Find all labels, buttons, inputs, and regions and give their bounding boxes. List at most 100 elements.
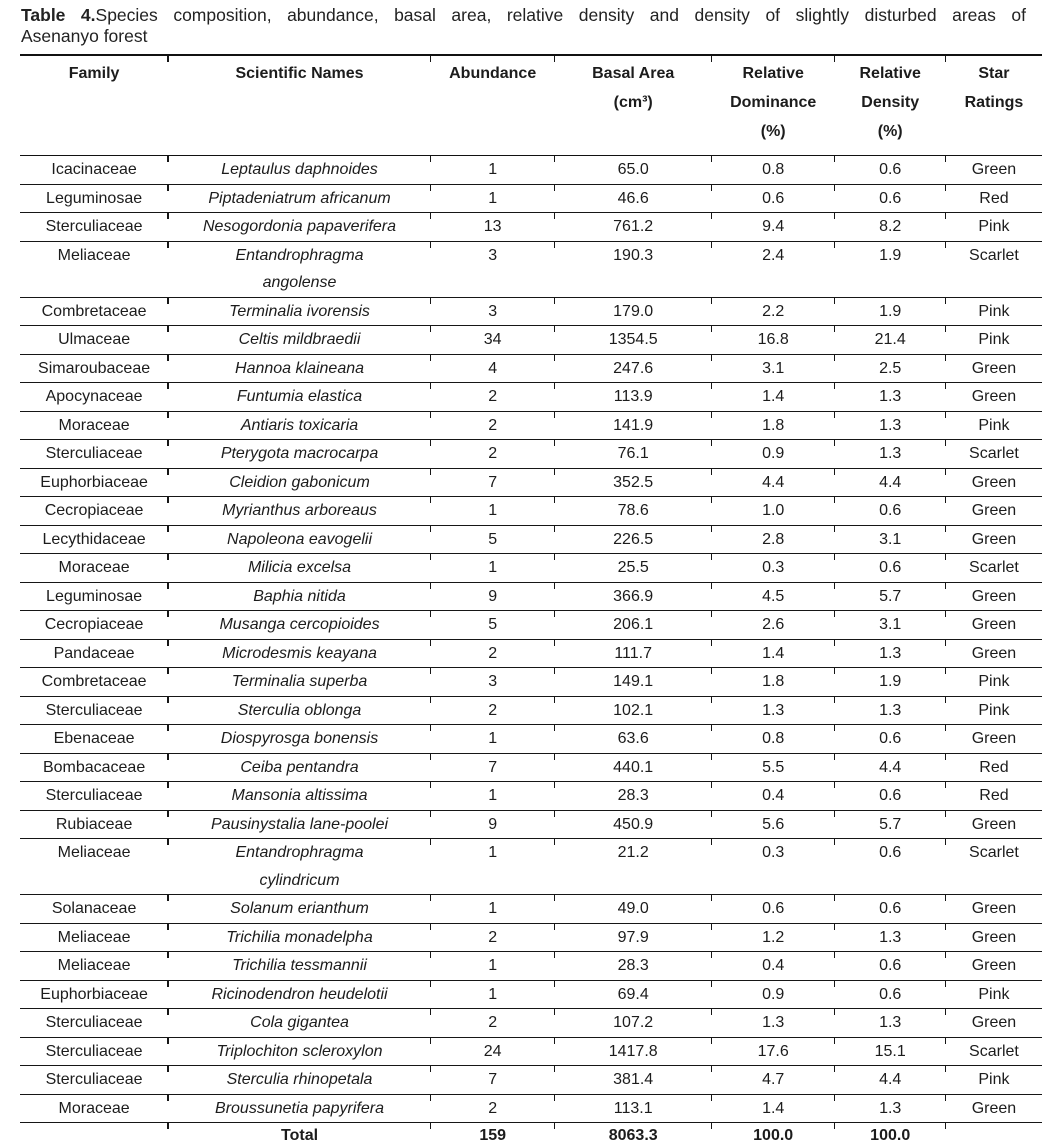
species-cell: Ceiba pentandra [167,753,431,782]
basal-area-cell: 226.5 [553,525,712,554]
star-rating-cell: Pink [944,297,1042,326]
basal-area-cell: 25.5 [553,553,712,583]
relative-density-cell: 1.3 [833,382,946,412]
table-row: Lecythidaceae Napoleona eavogelii 5 226.5 2.… [20,525,1042,554]
family-cell: Apocynaceae [20,382,169,412]
star-rating-cell: Scarlet [944,838,1042,895]
relative-dominance-cell: 1.2 [710,923,835,952]
table-row: Pandaceae Microdesmis keayana 2 111.7 1.4 1.3… [20,639,1042,668]
table-row: Sterculiaceae Cola gigantea 2 107.2 1.3 1.3 Gr… [20,1008,1042,1038]
star-rating-cell: Green [944,923,1042,952]
star-rating-cell: Red [944,781,1042,811]
abundance-cell: 1 [429,553,555,583]
family-cell: Simaroubaceae [20,354,169,383]
relative-dominance-cell: 1.8 [710,411,835,440]
abundance-cell: 34 [429,325,555,355]
column-header-star-ratings: Star Ratings [944,54,1042,156]
species-cell: Funtumia elastica [167,382,431,412]
abundance-cell: 7 [429,468,555,497]
relative-density-cell: 1.9 [833,241,946,298]
species-cell: Celtis mildbraedii [167,325,431,355]
table-row: Sterculiaceae Sterculia oblonga 2 102.1 1.3 1… [20,696,1042,725]
star-rating-cell: Green [944,525,1042,554]
species-cell: Triplochiton scleroxylon [167,1037,431,1066]
table-row: Simaroubaceae Hannoa klaineana 4 247.6 3.1 2.… [20,354,1042,383]
total-label-cell: Total [167,1122,431,1143]
abundance-cell: 1 [429,980,555,1009]
relative-density-cell: 1.9 [833,667,946,697]
basal-area-cell: 206.1 [553,610,712,640]
abundance-cell: 1 [429,496,555,526]
table-row: Solanaceae Solanum erianthum 1 49.0 0.6 0.6 Gr… [20,894,1042,924]
basal-area-cell: 1354.5 [553,325,712,355]
star-rating-cell: Green [944,724,1042,754]
relative-dominance-cell: 0.4 [710,781,835,811]
species-cell: Cleidion gabonicum [167,468,431,497]
species-cell: Ricinodendron heudelotii [167,980,431,1009]
table-row: Euphorbiaceae Ricinodendron heudelotii 1 69… [20,980,1042,1009]
relative-density-cell: 3.1 [833,610,946,640]
table-row: Moraceae Broussunetia papyrifera 2 113.1 1.4… [20,1094,1042,1123]
table-title-line2: Asenanyo forest [21,26,148,46]
star-rating-cell: Scarlet [944,1037,1042,1066]
column-header-line: Star [978,65,1010,82]
abundance-cell: 3 [429,667,555,697]
total-star-rating-cell [944,1122,1042,1143]
table-row: Sterculiaceae Pterygota macrocarpa 2 76.1 0.… [20,439,1042,469]
family-cell: Leguminosae [20,582,169,611]
abundance-cell: 1 [429,951,555,981]
relative-dominance-cell: 4.5 [710,582,835,611]
star-rating-cell: Red [944,753,1042,782]
basal-area-cell: 440.1 [553,753,712,782]
column-header-line: Abundance [449,65,537,82]
table-row: Cecropiaceae Myrianthus arboreaus 1 78.6 1.0… [20,496,1042,526]
table-row: Sterculiaceae Sterculia rhinopetala 7 381.4… [20,1065,1042,1095]
star-rating-cell: Green [944,894,1042,924]
relative-density-cell: 0.6 [833,951,946,981]
table-row: Moraceae Antiaris toxicaria 2 141.9 1.8 1.3 Pi… [20,411,1042,440]
abundance-cell: 7 [429,1065,555,1095]
star-rating-cell: Green [944,155,1042,185]
relative-dominance-cell: 2.6 [710,610,835,640]
family-cell: Sterculiaceae [20,439,169,469]
relative-dominance-cell: 3.1 [710,354,835,383]
basal-area-cell: 190.3 [553,241,712,298]
relative-dominance-cell: 1.4 [710,1094,835,1123]
column-header-line: (%) [877,123,903,140]
relative-dominance-cell: 1.4 [710,382,835,412]
table-row: Bombacaceae Ceiba pentandra 7 440.1 5.5 4.4 Re… [20,753,1042,782]
basal-area-cell: 179.0 [553,297,712,326]
species-cell: Terminalia ivorensis [167,297,431,326]
species-cell: Musanga cercopioides [167,610,431,640]
abundance-cell: 1 [429,184,555,213]
relative-density-cell: 0.6 [833,980,946,1009]
species-cell: Sterculia oblonga [167,696,431,725]
table-body: Icacinaceae Leptaulus daphnoides 1 65.0 0.8 0… [20,155,1042,1143]
abundance-cell: 5 [429,610,555,640]
table-row: Ulmaceae Celtis mildbraedii 34 1354.5 16.8 21… [20,325,1042,355]
family-cell: Euphorbiaceae [20,468,169,497]
species-cell: Napoleona eavogelii [167,525,431,554]
relative-dominance-cell: 2.2 [710,297,835,326]
relative-dominance-cell: 0.8 [710,724,835,754]
table-row: Ebenaceae Diospyrosga bonensis 1 63.6 0.8 0.6… [20,724,1042,754]
table-title-text: Species composition, abundance, basal ar… [95,5,1026,25]
relative-density-cell: 0.6 [833,838,946,895]
basal-area-cell: 141.9 [553,411,712,440]
relative-density-cell: 0.6 [833,155,946,185]
total-basal-area-cell: 8063.3 [553,1122,712,1143]
relative-dominance-cell: 1.8 [710,667,835,697]
star-rating-cell: Green [944,582,1042,611]
species-cell: Sterculia rhinopetala [167,1065,431,1095]
table-header: Family Scientific Names Abundance Basal Are… [20,54,1042,156]
column-header-abundance: Abundance [429,54,555,156]
abundance-cell: 4 [429,354,555,383]
species-cell: Hannoa klaineana [167,354,431,383]
abundance-cell: 2 [429,923,555,952]
column-header-line: (cm³) [613,94,653,111]
table-row: Sterculiaceae Triplochiton scleroxylon 24 1… [20,1037,1042,1066]
basal-area-cell: 65.0 [553,155,712,185]
column-header-line: Ratings [964,94,1024,111]
family-cell: Ulmaceae [20,325,169,355]
